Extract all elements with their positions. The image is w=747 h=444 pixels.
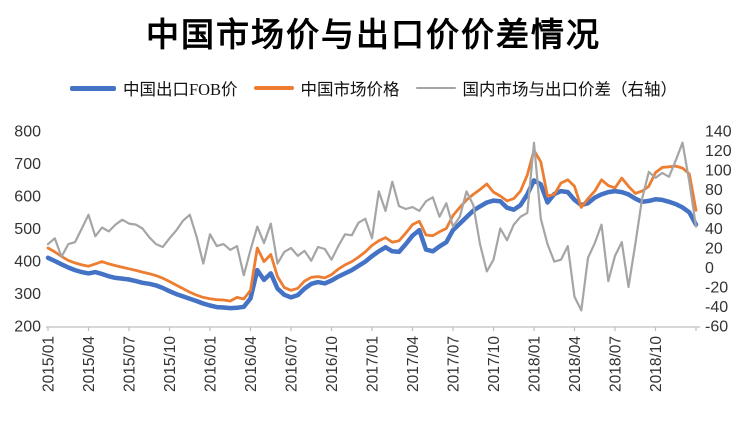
- fob-line-swatch: [69, 85, 116, 91]
- x-axis-tick-label: 2016/07: [284, 336, 301, 392]
- series-line-2: [46, 141, 698, 312]
- legend-label-spread: 国内市场与出口价差（右轴）: [462, 80, 678, 99]
- x-axis-tick-label: 2017/01: [365, 336, 382, 392]
- series-line-0: [45, 178, 699, 311]
- x-axis-tick-label: 2016/04: [243, 336, 260, 392]
- right-axis-tick-label: 80: [705, 182, 723, 199]
- legend-item-fob: 中国出口FOB价: [69, 76, 238, 100]
- right-axis-tick-label: -40: [705, 299, 728, 316]
- x-axis-tick-label: 2016/10: [324, 336, 341, 392]
- chart-legend: 中国出口FOB价 中国市场价格 国内市场与出口价差（右轴）: [0, 76, 747, 100]
- right-axis-tick-label: 0: [705, 260, 714, 277]
- legend-item-market: 中国市场价格: [253, 76, 400, 100]
- left-axis-tick-label: 800: [14, 124, 41, 141]
- x-axis-tick-label: 2018/04: [567, 336, 584, 392]
- x-axis-tick-label: 2018/07: [608, 336, 625, 392]
- left-axis-tick-label: 200: [14, 319, 41, 336]
- spread-line-swatch: [415, 86, 456, 90]
- series-line-1: [46, 149, 698, 303]
- x-axis-tick-label: 2017/04: [405, 336, 422, 392]
- x-axis-tick-label: 2016/01: [203, 336, 220, 392]
- x-axis-tick-label: 2017/07: [446, 336, 463, 392]
- left-axis-tick-label: 300: [14, 286, 41, 303]
- x-axis-tick-label: 2015/10: [162, 336, 179, 392]
- x-axis-tick-label: 2015/07: [122, 336, 139, 392]
- market-line-swatch: [253, 86, 294, 90]
- right-axis-tick-label: 40: [705, 221, 723, 238]
- right-axis-tick-label: -60: [705, 319, 728, 336]
- left-axis-tick-label: 700: [14, 156, 41, 173]
- x-axis-tick-label: 2015/01: [41, 336, 58, 392]
- legend-label-market: 中国市场价格: [300, 80, 400, 99]
- x-axis-tick-label: 2018/10: [648, 336, 665, 392]
- chart-title: 中国市场价与出口价价差情况: [146, 18, 601, 54]
- left-axis-tick-label: 500: [14, 221, 41, 238]
- right-axis-tick-label: 20: [705, 241, 723, 258]
- x-axis-tick-label: 2015/04: [81, 336, 98, 392]
- right-axis-tick-label: 140: [705, 124, 732, 141]
- x-axis-tick-label: 2017/10: [486, 336, 503, 392]
- left-axis-tick-label: 600: [14, 189, 41, 206]
- right-axis-tick-label: 100: [705, 163, 732, 180]
- x-axis-tick-label: 2018/01: [527, 336, 544, 392]
- legend-label-fob: 中国出口FOB价: [122, 80, 238, 99]
- right-axis-tick-label: 120: [705, 143, 732, 160]
- right-axis-tick-label: 60: [705, 202, 723, 219]
- left-axis-tick-label: 400: [14, 254, 41, 271]
- legend-item-spread: 国内市场与出口价差（右轴）: [415, 76, 678, 100]
- right-axis-tick-label: -20: [705, 280, 728, 297]
